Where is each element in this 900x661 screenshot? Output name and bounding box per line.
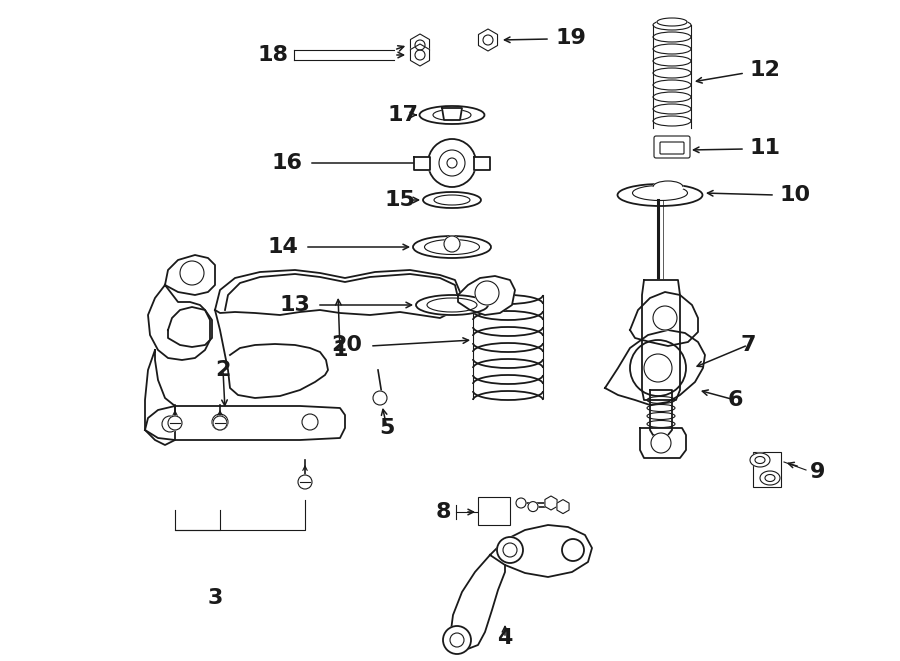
Text: 18: 18 <box>257 45 288 65</box>
Text: 3: 3 <box>207 588 222 608</box>
Text: 2: 2 <box>215 360 230 380</box>
Circle shape <box>528 502 538 512</box>
Circle shape <box>630 340 686 396</box>
Text: 5: 5 <box>379 418 395 438</box>
Text: 1: 1 <box>332 340 347 360</box>
Circle shape <box>180 261 204 285</box>
Text: 11: 11 <box>750 138 781 158</box>
Circle shape <box>651 433 671 453</box>
Ellipse shape <box>423 192 481 208</box>
Ellipse shape <box>760 471 780 485</box>
Polygon shape <box>165 255 215 295</box>
Circle shape <box>516 498 526 508</box>
Text: 15: 15 <box>384 190 415 210</box>
Polygon shape <box>640 428 686 458</box>
Polygon shape <box>650 390 672 435</box>
Ellipse shape <box>657 18 687 26</box>
Circle shape <box>168 416 182 430</box>
Circle shape <box>428 139 476 187</box>
Polygon shape <box>490 525 592 577</box>
Polygon shape <box>630 292 698 346</box>
Text: 7: 7 <box>740 335 756 355</box>
Ellipse shape <box>419 106 484 124</box>
Text: 20: 20 <box>331 335 362 355</box>
Text: 14: 14 <box>267 237 298 257</box>
Circle shape <box>162 416 178 432</box>
Ellipse shape <box>750 453 770 467</box>
Text: 17: 17 <box>387 105 418 125</box>
FancyBboxPatch shape <box>660 142 684 154</box>
Text: 12: 12 <box>750 60 781 80</box>
Polygon shape <box>642 280 680 400</box>
FancyBboxPatch shape <box>753 452 781 487</box>
Circle shape <box>443 626 471 654</box>
Polygon shape <box>458 276 515 315</box>
Polygon shape <box>145 406 345 440</box>
Circle shape <box>302 414 318 430</box>
Circle shape <box>475 281 499 305</box>
Text: 19: 19 <box>555 28 586 48</box>
Polygon shape <box>215 270 460 318</box>
Circle shape <box>298 475 312 489</box>
Polygon shape <box>414 157 430 170</box>
FancyBboxPatch shape <box>654 136 690 158</box>
Polygon shape <box>605 330 705 405</box>
Circle shape <box>212 414 228 430</box>
Polygon shape <box>168 307 212 347</box>
Circle shape <box>562 539 584 561</box>
Text: 4: 4 <box>498 628 513 648</box>
Text: 8: 8 <box>436 502 451 522</box>
Ellipse shape <box>617 184 703 206</box>
Circle shape <box>444 236 460 252</box>
Circle shape <box>653 306 677 330</box>
Circle shape <box>213 416 227 430</box>
Circle shape <box>373 391 387 405</box>
Ellipse shape <box>653 181 683 193</box>
FancyBboxPatch shape <box>478 497 510 525</box>
Text: 10: 10 <box>780 185 811 205</box>
Text: 6: 6 <box>727 390 742 410</box>
Text: 13: 13 <box>279 295 310 315</box>
Polygon shape <box>148 285 210 360</box>
Polygon shape <box>474 157 490 170</box>
Circle shape <box>447 158 457 168</box>
Ellipse shape <box>416 295 488 315</box>
Text: 16: 16 <box>271 153 302 173</box>
Text: 9: 9 <box>810 462 825 482</box>
Ellipse shape <box>413 236 491 258</box>
Circle shape <box>497 537 523 563</box>
Polygon shape <box>442 108 462 120</box>
